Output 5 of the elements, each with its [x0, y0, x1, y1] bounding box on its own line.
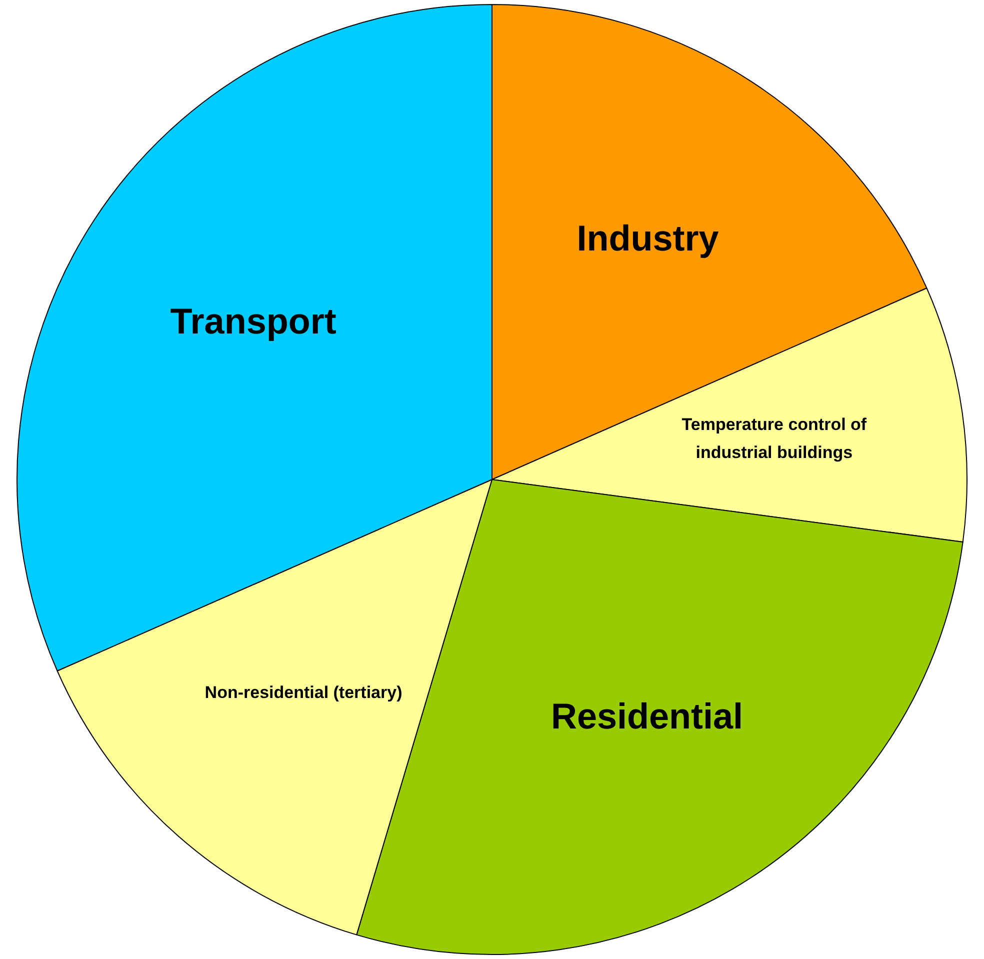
slice-label: Non-residential (tertiary)	[204, 682, 402, 702]
slice-label: Residential	[550, 696, 744, 737]
slice-label: Transport	[170, 300, 336, 342]
slice-label: Industry	[576, 218, 719, 259]
slice-label: Temperature control of industrial buildings	[682, 415, 867, 462]
